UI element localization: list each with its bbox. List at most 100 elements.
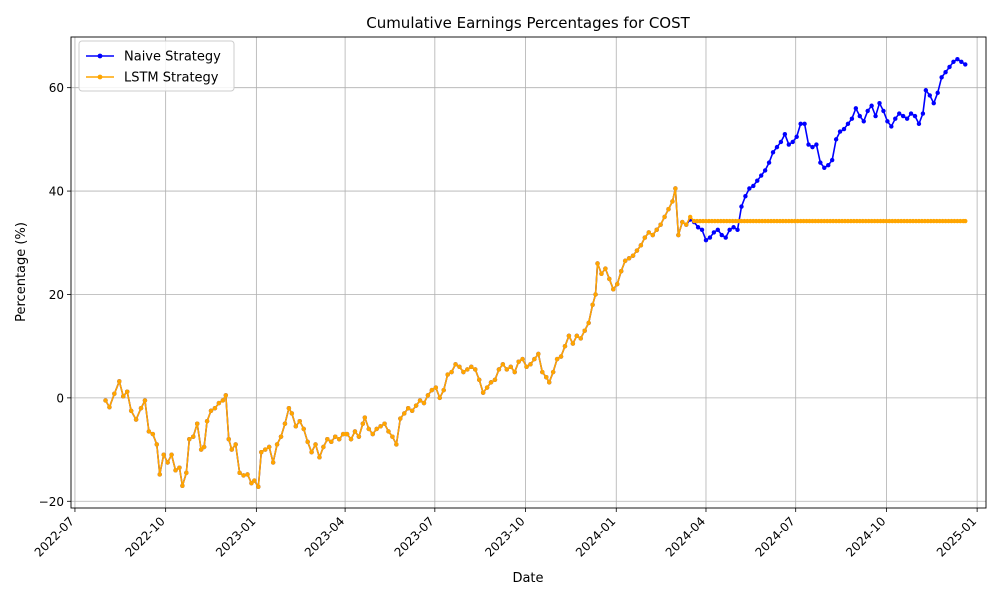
data-point-lstm: [216, 400, 222, 406]
data-point-lstm: [362, 415, 368, 420]
data-point-lstm: [274, 442, 280, 447]
data-point-lstm: [293, 424, 299, 429]
data-point-naive: [865, 108, 870, 114]
data-point-lstm: [441, 387, 446, 393]
data-point-lstm: [184, 470, 189, 476]
data-point-naive: [703, 237, 709, 243]
data-point-lstm: [161, 452, 166, 457]
data-point-lstm: [425, 393, 431, 398]
data-point-lstm: [654, 227, 659, 233]
data-point-naive: [758, 173, 764, 178]
data-point-lstm: [473, 367, 478, 372]
data-point-lstm: [638, 243, 644, 248]
y-tick-label: 40: [49, 185, 64, 199]
data-point-naive: [897, 111, 902, 116]
legend: Naive Strategy LSTM Strategy: [78, 40, 235, 92]
data-point-lstm: [201, 444, 207, 450]
data-point-naive: [912, 113, 918, 119]
data-point-naive: [814, 142, 819, 147]
data-point-lstm: [223, 393, 228, 398]
data-point-lstm: [241, 473, 246, 478]
data-point-lstm: [406, 406, 411, 411]
data-point-lstm: [177, 465, 182, 470]
data-point-naive: [849, 116, 855, 121]
data-point-naive: [833, 137, 839, 142]
data-point-naive: [699, 227, 705, 233]
data-point-lstm: [512, 369, 517, 375]
data-point-lstm: [662, 214, 667, 220]
data-point-lstm: [496, 367, 502, 372]
data-point-naive: [927, 93, 932, 98]
data-point-naive: [739, 204, 744, 209]
data-point-lstm: [169, 452, 174, 457]
x-axis-label: Date: [512, 571, 543, 586]
data-point-lstm: [313, 442, 318, 447]
data-point-lstm: [165, 460, 170, 465]
data-point-lstm: [107, 404, 112, 410]
data-point-lstm: [366, 426, 371, 432]
data-point-lstm: [398, 416, 403, 421]
data-point-naive: [955, 57, 960, 62]
data-point-lstm: [208, 408, 214, 413]
legend-marker-lstm: [97, 74, 103, 80]
data-point-naive: [818, 160, 823, 165]
data-point-lstm: [112, 391, 117, 396]
data-point-lstm: [492, 377, 498, 382]
legend-label-lstm: LSTM Strategy: [124, 71, 219, 86]
data-point-lstm: [386, 429, 391, 434]
data-point-lstm: [550, 369, 556, 375]
data-point-lstm: [429, 387, 435, 393]
series-lstm: [103, 186, 968, 489]
data-point-naive: [869, 103, 874, 108]
data-point-lstm: [615, 281, 620, 287]
data-point-naive: [798, 121, 803, 127]
data-point-lstm: [394, 442, 399, 447]
data-point-lstm: [524, 364, 529, 370]
data-point-lstm: [245, 472, 250, 477]
data-point-lstm: [390, 434, 395, 439]
data-point-lstm: [278, 434, 284, 439]
data-point-lstm: [680, 219, 685, 225]
data-point-lstm: [333, 434, 338, 439]
data-point-lstm: [433, 385, 439, 390]
data-point-naive: [715, 227, 721, 233]
data-point-naive: [751, 183, 756, 189]
data-point-lstm: [516, 359, 521, 364]
data-point-naive: [916, 121, 922, 127]
data-point-lstm: [666, 206, 671, 212]
data-point-lstm: [465, 367, 470, 372]
data-point-naive: [755, 178, 760, 183]
data-point-lstm: [469, 364, 474, 370]
data-point-lstm: [595, 261, 600, 266]
data-point-lstm: [421, 400, 427, 406]
data-point-lstm: [413, 403, 419, 408]
data-point-lstm: [195, 421, 200, 426]
data-point-lstm: [437, 395, 442, 401]
y-tick-label: 0: [56, 391, 64, 405]
data-point-lstm: [630, 253, 636, 258]
data-point-lstm: [325, 437, 330, 442]
data-point-lstm: [417, 398, 423, 403]
data-point-lstm: [684, 222, 689, 227]
data-point-lstm: [382, 421, 387, 426]
data-point-lstm: [138, 406, 144, 411]
data-point-lstm: [642, 235, 648, 240]
data-point-naive: [707, 235, 713, 240]
data-point-lstm: [453, 362, 458, 367]
data-point-lstm: [142, 398, 148, 403]
data-point-naive: [770, 150, 776, 155]
data-point-lstm: [634, 248, 640, 253]
data-point-lstm: [356, 434, 362, 439]
data-point-naive: [908, 111, 914, 116]
data-point-lstm: [256, 484, 261, 489]
data-point-naive: [881, 108, 886, 114]
data-point-lstm: [520, 356, 525, 362]
data-point-naive: [904, 116, 910, 121]
data-point-naive: [893, 116, 898, 121]
data-point-lstm: [329, 439, 334, 445]
data-point-naive: [923, 88, 929, 93]
data-point-lstm: [676, 232, 681, 238]
data-point-naive: [873, 113, 878, 119]
data-point-naive: [711, 230, 717, 235]
